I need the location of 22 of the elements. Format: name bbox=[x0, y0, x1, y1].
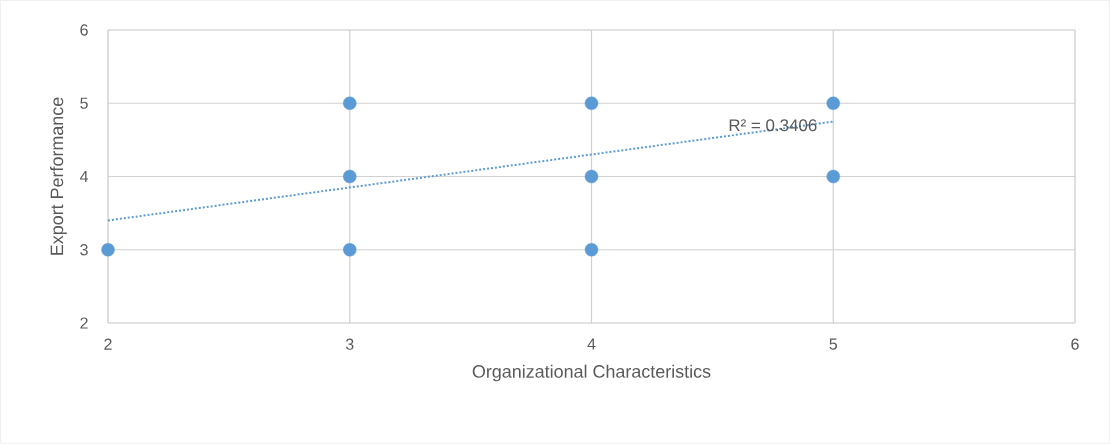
y-tick-label: 4 bbox=[79, 171, 89, 182]
y-tick-label: 2 bbox=[80, 317, 88, 329]
x-tick-label: 6 bbox=[1071, 338, 1079, 350]
point bbox=[343, 169, 357, 184]
point bbox=[584, 169, 599, 184]
point bbox=[826, 169, 840, 184]
annotation: R² = 0.3406 bbox=[729, 119, 817, 132]
y-tick-label: 5 bbox=[80, 97, 88, 109]
y-axis-title: Export Performance bbox=[50, 97, 67, 255]
x-axis-title: Organizational Characteristics bbox=[472, 364, 711, 382]
x-tick-label: 2 bbox=[104, 338, 112, 350]
y-tick-label: 6 bbox=[80, 24, 88, 36]
point bbox=[343, 96, 357, 110]
point bbox=[584, 96, 599, 110]
point bbox=[343, 243, 357, 257]
y-tick-label: 3 bbox=[80, 244, 88, 256]
x-tick-label: 3 bbox=[345, 338, 354, 350]
point bbox=[584, 243, 599, 257]
x-tick-label: 4 bbox=[587, 338, 596, 350]
point bbox=[101, 243, 115, 257]
x-tick-label: 5 bbox=[829, 338, 838, 350]
point bbox=[826, 96, 840, 110]
